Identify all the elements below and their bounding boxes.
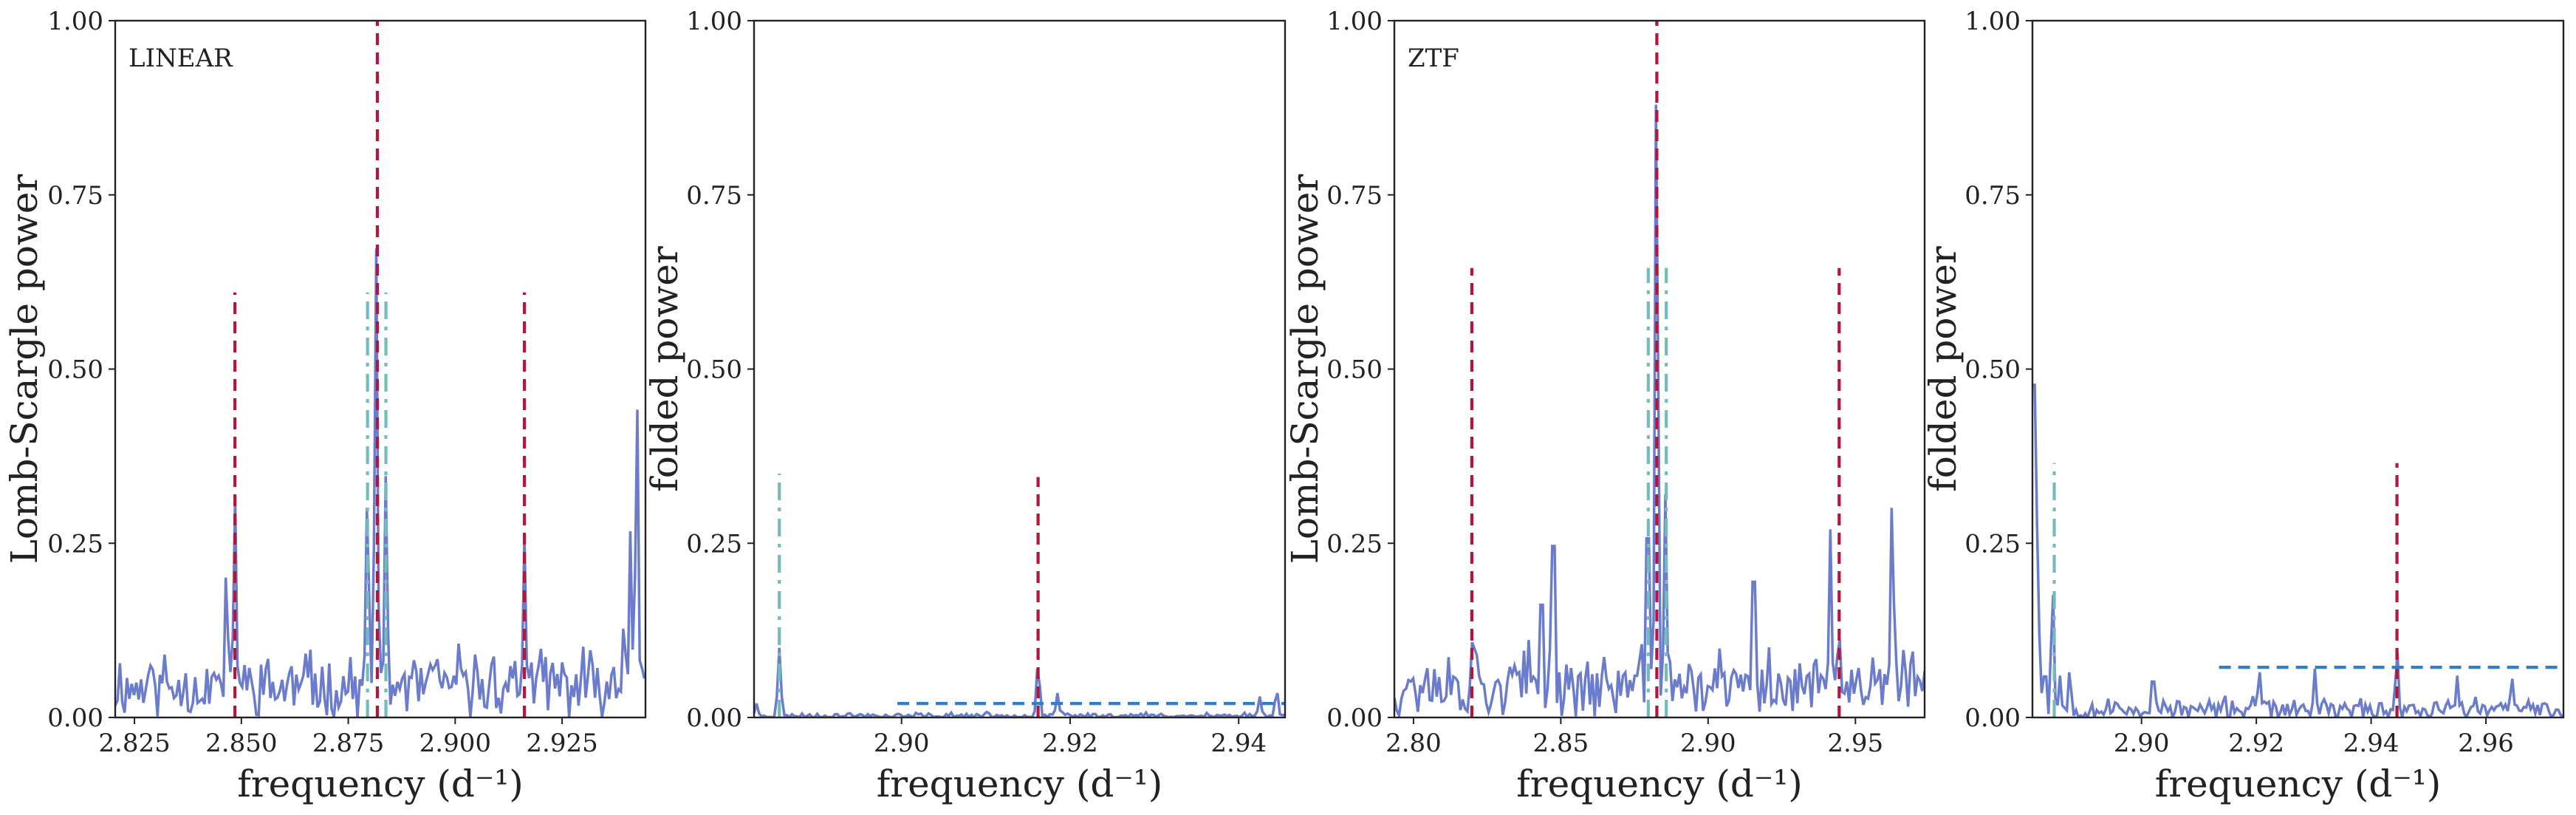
y-tick-label: 1.00 [47, 7, 103, 36]
axes-frame [753, 19, 1287, 719]
y-tick-label: 0.00 [1326, 703, 1383, 733]
power-series-line [754, 647, 1285, 717]
y-tick-label: 0.00 [1964, 703, 2021, 733]
x-tick-label: 2.85 [1533, 729, 1589, 758]
x-axis-title: frequency (d⁻¹) [237, 763, 524, 805]
x-tick-label: 2.95 [1827, 729, 1883, 758]
x-tick-label: 2.80 [1385, 729, 1442, 758]
x-tick-label: 2.90 [874, 729, 930, 758]
panel-label: ZTF [1408, 44, 1459, 73]
y-tick-label: 1.00 [1326, 7, 1383, 36]
x-axis-title: frequency (d⁻¹) [877, 763, 1163, 805]
y-tick-label: 0.00 [47, 703, 103, 733]
y-tick-label: 0.50 [1326, 355, 1383, 385]
chart-panel-1: 2.825 2.850 2.875 2.900 2.925 0.00 0.25 0.50 0.7… [3, 7, 647, 805]
y-axis-title: folded power [1922, 246, 1964, 492]
y-tick-label: 0.25 [1964, 529, 2021, 559]
y-axis-title: Lomb-Scargle power [3, 174, 46, 565]
x-tick-label: 2.94 [1210, 729, 1267, 758]
y-tick-label: 0.50 [1964, 355, 2021, 385]
x-tick-label: 2.92 [1042, 729, 1098, 758]
x-tick-label: 2.925 [526, 729, 597, 758]
x-axis-title: frequency (d⁻¹) [2155, 763, 2442, 805]
panel-label: LINEAR [129, 44, 233, 73]
power-series-line [115, 248, 645, 717]
y-axis-title: Lomb-Scargle power [1284, 174, 1326, 565]
x-tick-label: 2.90 [2114, 729, 2170, 758]
y-tick-label: 0.25 [686, 529, 742, 559]
y-tick-label: 0.50 [686, 355, 742, 385]
x-tick-label: 2.875 [312, 729, 384, 758]
x-tick-label: 2.94 [2343, 729, 2399, 758]
y-tick-label: 0.25 [47, 529, 103, 559]
chart-panel-2: 2.90 2.92 2.94 0.00 0.25 0.50 0.75 1.00 frequenc… [643, 7, 1287, 805]
y-tick-label: 0.75 [1964, 181, 2021, 211]
y-tick-label: 0.75 [686, 181, 742, 211]
x-tick-label: 2.92 [2228, 729, 2284, 758]
y-axis-title: folded power [643, 246, 686, 492]
axes-frame [114, 19, 647, 719]
chart-panel-3: 2.80 2.85 2.90 2.95 0.00 0.25 0.50 0.75 1.00 freq… [1284, 7, 1926, 805]
chart-panel-4: 2.90 2.92 2.94 2.96 0.00 0.25 0.50 0.75 1.00 freq… [1922, 7, 2565, 805]
plot-area [754, 473, 1285, 717]
y-tick-label: 0.75 [47, 181, 103, 211]
x-tick-label: 2.90 [1680, 729, 1736, 758]
y-tick-label: 1.00 [686, 7, 742, 36]
plot-area [2032, 383, 2563, 717]
x-tick-label: 2.850 [205, 729, 277, 758]
axes-frame [2031, 19, 2565, 719]
x-tick-label: 2.825 [98, 729, 170, 758]
y-tick-label: 0.25 [1326, 529, 1383, 559]
power-series-line [2032, 383, 2563, 717]
plot-area [115, 21, 645, 717]
y-tick-label: 0.50 [47, 355, 103, 385]
x-tick-label: 2.900 [419, 729, 491, 758]
plot-area [1394, 21, 1925, 717]
x-axis-title: frequency (d⁻¹) [1516, 763, 1803, 805]
power-series-line [1394, 104, 1925, 717]
x-tick-label: 2.96 [2458, 729, 2514, 758]
y-tick-label: 0.75 [1326, 181, 1383, 211]
y-tick-label: 0.00 [686, 703, 742, 733]
y-tick-label: 1.00 [1964, 7, 2021, 36]
